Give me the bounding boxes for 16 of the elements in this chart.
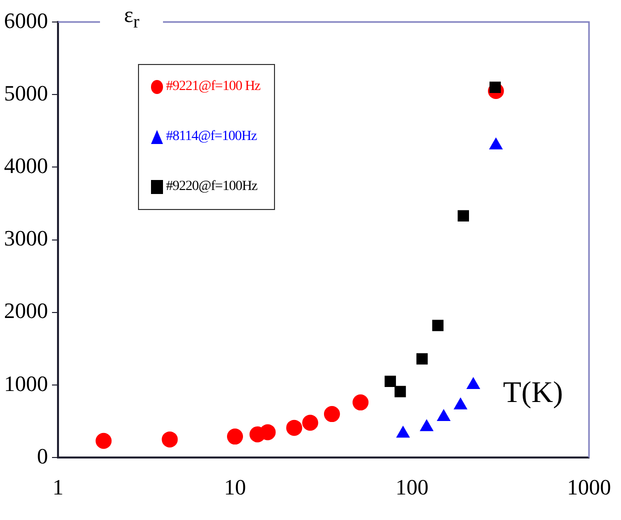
y-tick-label: 0 <box>37 443 48 468</box>
y-axis-title: ε$_{r}$ <box>100 2 164 32</box>
y-tick-label: 4000 <box>4 152 48 178</box>
legend-label: #9220@f=100Hz <box>166 179 258 195</box>
y-tick-label: 6000 <box>4 8 48 33</box>
y-tick-label: 2000 <box>4 298 48 324</box>
legend-label: #8114@f=100Hz <box>166 129 257 145</box>
y-tick-label: 5000 <box>4 80 48 106</box>
x-tick-label: 1 <box>52 474 64 500</box>
y-tick-label: 3000 <box>4 226 48 251</box>
y-tick-label: 1000 <box>4 370 48 396</box>
x-axis-title: T(K) <box>503 376 563 410</box>
x-tick-label: 100 <box>396 474 428 500</box>
x-tick-label: 10 <box>224 474 246 500</box>
legend-label: #9221@f=100 Hz <box>166 79 260 95</box>
x-tick-label: 1000 <box>567 474 611 500</box>
